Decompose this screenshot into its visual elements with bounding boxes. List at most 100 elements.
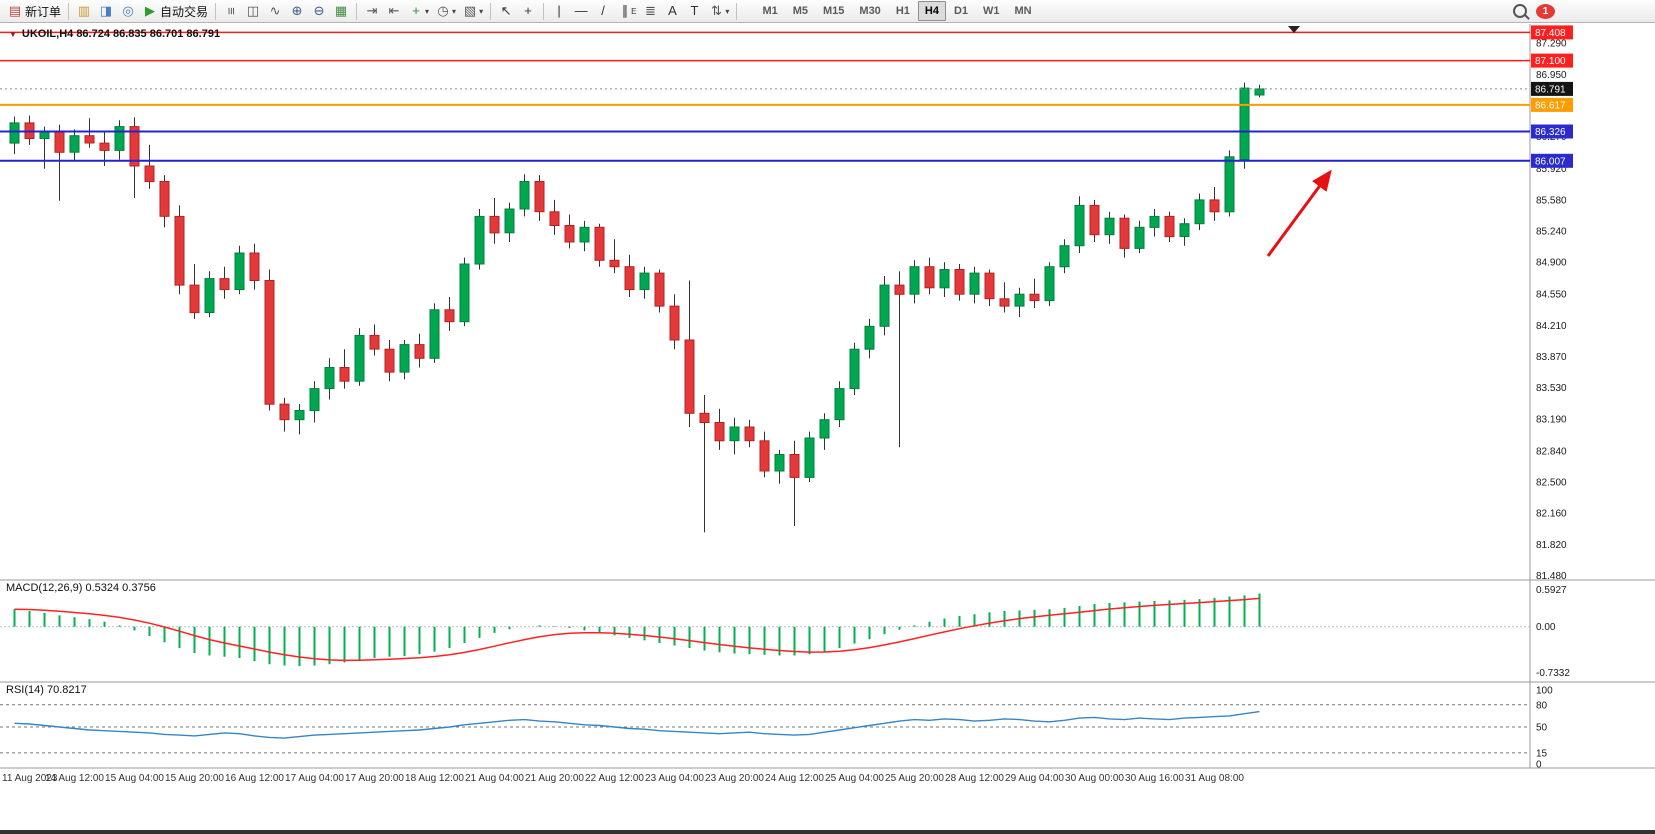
zoom-in-icon[interactable]: ⊕ xyxy=(286,1,308,21)
price-axis[interactable]: 87.29086.95086.61086.27085.92085.58085.2… xyxy=(1531,25,1573,582)
notification-badge[interactable]: 1 xyxy=(1536,3,1555,19)
cursor-icon: ↖ xyxy=(500,3,512,18)
price-badge-label: 87.100 xyxy=(1535,56,1566,67)
timeframe-h4-button[interactable]: H4 xyxy=(917,1,946,21)
price-badge-label: 86.007 xyxy=(1535,156,1566,167)
add-indicator-button[interactable]: + ▾ xyxy=(405,1,432,21)
price-badge xyxy=(1531,53,1573,68)
candlestick-chart-icon[interactable]: ◫ xyxy=(242,1,264,21)
timeframe-mn-button[interactable]: MN xyxy=(1014,5,1032,17)
auto-trading-button[interactable]: ▶ 自动交易 xyxy=(139,1,211,21)
candle-body xyxy=(849,348,860,390)
macd-axis[interactable]: 0.5927 0.00 -0.7332 xyxy=(1536,585,1570,679)
time-tick-label: 24 Aug 12:00 xyxy=(765,773,824,784)
candle-body xyxy=(684,339,695,414)
grid-icon[interactable]: ▦ xyxy=(330,1,352,21)
grid-icon: ▦ xyxy=(334,3,348,18)
trend-arrow-annotation[interactable] xyxy=(1266,169,1332,257)
timeframe-m5-button[interactable]: M5 xyxy=(792,5,808,17)
time-tick-label: 25 Aug 04:00 xyxy=(825,773,884,784)
candle-body xyxy=(204,278,215,314)
timeframe-m1-button[interactable]: M1 xyxy=(762,5,778,17)
time-tick-label: 25 Aug 20:00 xyxy=(885,773,944,784)
candle-body xyxy=(9,122,20,144)
equidistant-channel-icon: ∥ xyxy=(621,3,629,18)
timeframe-d1-button[interactable]: D1 xyxy=(953,5,968,17)
candle-body xyxy=(609,259,620,268)
candle-body xyxy=(924,266,935,289)
price-tick-label: 86.950 xyxy=(1536,70,1567,81)
time-tick-label: 16 Aug 12:00 xyxy=(225,773,284,784)
charts-profile-icon[interactable]: ▥ xyxy=(73,1,95,21)
candle-body xyxy=(1254,88,1265,96)
new-order-button[interactable]: ▤ 新订单 xyxy=(4,1,64,21)
timeframe-m15-button[interactable]: M15 xyxy=(823,5,845,17)
candle-body xyxy=(429,309,440,359)
bar-chart-icon[interactable]: ≡ xyxy=(220,1,242,21)
timeframe-w1-button[interactable]: W1 xyxy=(983,5,1000,17)
candle-body xyxy=(219,278,230,291)
navigator-icon[interactable]: ◎ xyxy=(117,1,139,21)
time-tick-label: 28 Aug 12:00 xyxy=(945,773,1004,784)
fibonacci-icon[interactable]: ≣ xyxy=(639,1,661,21)
time-tick-label: 29 Aug 04:00 xyxy=(1005,773,1064,784)
candle-body xyxy=(1104,217,1115,236)
price-badge-label: 86.326 xyxy=(1535,127,1566,138)
equidistant-channel-icon[interactable]: ∥ E xyxy=(614,1,639,21)
candle-body xyxy=(279,403,290,421)
arrows-button[interactable]: ⇅ ▾ xyxy=(705,1,732,21)
candle-body xyxy=(384,348,395,373)
time-tick-label: 21 Aug 20:00 xyxy=(525,773,584,784)
chart-shift-icon: ⇤ xyxy=(388,3,400,18)
time-tick-label: 30 Aug 00:00 xyxy=(1065,773,1124,784)
line-chart-icon[interactable]: ∿ xyxy=(264,1,286,21)
cursor-icon[interactable]: ↖ xyxy=(495,1,517,21)
candle-body xyxy=(1224,156,1235,213)
chart-shift-icon[interactable]: ⇤ xyxy=(383,1,405,21)
candle-body xyxy=(549,211,560,227)
candle-body xyxy=(474,215,485,265)
timeframe-h1-button[interactable]: H1 xyxy=(895,5,910,17)
scroll-to-end-marker[interactable] xyxy=(1288,26,1300,33)
candle-body xyxy=(159,181,170,217)
time-tick-label: 15 Aug 20:00 xyxy=(165,773,224,784)
search-icon[interactable] xyxy=(1513,4,1527,18)
candle-body xyxy=(654,272,665,307)
candle-body xyxy=(894,284,905,295)
price-tick-label: 82.500 xyxy=(1536,478,1567,489)
horizontal-line-icon[interactable]: — xyxy=(570,1,592,21)
toolbar: ▤ 新订单 ▥ ◨ ◎ ▶ 自动交易 ≡ ◫ ∿ ⊕ ⊖ ▦ ⇥ ⇤ + ▾ ◷ ▾ ▧ ▾ ↖ + | — / ∥ E ≣ A T ⇅ ▾ M… xyxy=(0,0,1655,23)
price-badge-label: 86.791 xyxy=(1535,84,1566,95)
candle-body xyxy=(294,410,305,421)
timeframe-m30-button[interactable]: M30 xyxy=(859,5,881,17)
toolbar-separator xyxy=(356,2,358,20)
candle-body xyxy=(1014,293,1025,307)
toolbar-separator xyxy=(736,2,738,20)
rsi-axis[interactable]: 100 80 50 150 xyxy=(1536,686,1553,771)
text-label-icon[interactable]: T xyxy=(683,1,705,21)
time-tick-label: 23 Aug 04:00 xyxy=(645,773,704,784)
crosshair-icon[interactable]: + xyxy=(517,1,539,21)
periods-button[interactable]: ◷ ▾ xyxy=(432,1,459,21)
candle-body xyxy=(984,272,995,300)
candle-body xyxy=(1059,245,1070,268)
price-tick-label: 82.840 xyxy=(1536,446,1567,457)
text-icon[interactable]: A xyxy=(661,1,683,21)
candles-layer xyxy=(9,82,1265,533)
auto-scroll-icon[interactable]: ⇥ xyxy=(361,1,383,21)
templates-button[interactable]: ▧ ▾ xyxy=(459,1,486,21)
chart-title-text: UKOIL,H4 86.724 86.835 86.701 86.791 xyxy=(21,28,221,40)
market-watch-icon[interactable]: ◨ xyxy=(95,1,117,21)
vertical-line-icon[interactable]: | xyxy=(548,1,570,21)
zoom-out-icon[interactable]: ⊖ xyxy=(308,1,330,21)
candle-body xyxy=(1149,215,1160,228)
price-tick-label: 82.160 xyxy=(1536,509,1567,520)
candle-body xyxy=(1194,199,1205,225)
periods-icon: ◷ xyxy=(437,3,449,18)
candle-body xyxy=(624,266,635,291)
candle-body xyxy=(1134,226,1145,249)
time-tick-label: 18 Aug 12:00 xyxy=(405,773,464,784)
trendline-icon[interactable]: / xyxy=(592,1,614,21)
